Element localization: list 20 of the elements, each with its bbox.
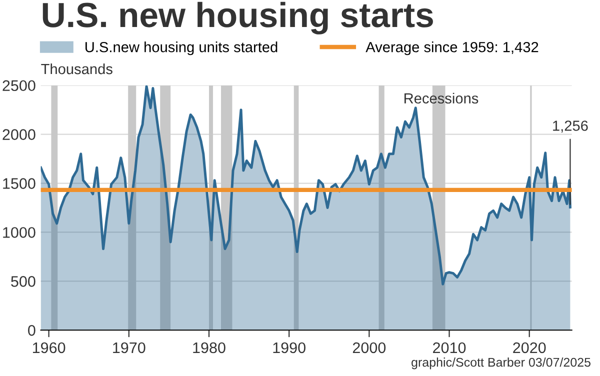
annotation: Recessions (404, 92, 478, 104)
y-tick-label: 1000 (3, 227, 36, 238)
annotation: 1,256 (553, 120, 588, 133)
y-axis-title: Thousands (41, 63, 112, 74)
legend-label: Average since 1959: 1,432 (366, 42, 538, 56)
x-tick-label: 1990 (273, 342, 306, 354)
text: graphic/Scott Barber 03/07/2025 (412, 358, 590, 370)
y-tick-label: 2000 (2, 129, 36, 140)
x-tick-label: 1960 (32, 342, 66, 354)
x-tick-label: 1970 (113, 342, 146, 354)
y-tick-label: 2500 (2, 80, 36, 92)
y-tick-label: 1500 (3, 178, 36, 189)
x-tick-label: 2000 (352, 342, 386, 354)
x-tick-label: 2010 (433, 342, 466, 354)
legend-label: U.S.new housing units started (86, 42, 278, 56)
x-tick-label: 2020 (513, 342, 546, 354)
x-tick-label: 1980 (193, 342, 226, 354)
chart-title: U.S. new housing starts (42, 2, 433, 34)
y-tick-label: 500 (11, 276, 36, 287)
y-tick-label: 0 (28, 324, 36, 336)
